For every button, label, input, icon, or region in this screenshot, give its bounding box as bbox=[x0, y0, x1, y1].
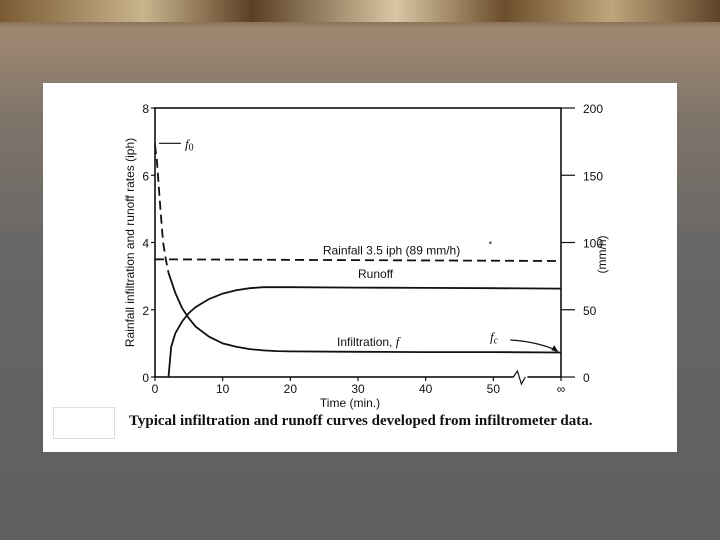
f0-label: f0 bbox=[185, 136, 194, 153]
caption-label-box bbox=[53, 407, 115, 439]
x-tick-label: ∞ bbox=[557, 382, 566, 396]
decorative-band-shadow bbox=[0, 22, 720, 28]
series-line-rainfall bbox=[154, 258, 562, 262]
y-left-tick-label: 2 bbox=[142, 304, 149, 318]
fc-leader-arrow bbox=[510, 339, 558, 352]
rainfall-footnote-mark: * bbox=[489, 240, 493, 250]
y-right-tick-label: 100 bbox=[583, 237, 603, 251]
y-left-axis-title: Rainfall infiltration and runoff rates (… bbox=[123, 138, 137, 347]
axis-break-zigzag bbox=[512, 369, 526, 386]
y-right-tick-label: 50 bbox=[583, 304, 597, 318]
series-line-runoff bbox=[167, 286, 562, 378]
y-right-axis-title: (mm/h) bbox=[595, 236, 609, 274]
y-right-tick-label: 0 bbox=[583, 371, 590, 385]
x-axis-title: Time (min.) bbox=[320, 396, 380, 410]
figure-card: 0 2 4 6 8 0 50 100 150 200 0 10 20 30 40 50 ∞ Time (min.)… bbox=[43, 83, 677, 452]
x-tick-label: 20 bbox=[284, 382, 298, 396]
infiltration-runoff-chart: 0 2 4 6 8 0 50 100 150 200 0 10 20 30 40 50 ∞ Time (min.)… bbox=[123, 102, 609, 410]
runoff-label: Runoff bbox=[358, 267, 394, 281]
fc-arrowhead bbox=[551, 345, 559, 353]
y-left-tick-label: 0 bbox=[142, 371, 149, 385]
y-right-tick-label: 150 bbox=[583, 169, 603, 183]
fc-label: fc bbox=[490, 330, 499, 347]
y-left-tick-label: 6 bbox=[142, 169, 149, 183]
y-left-tick-label: 4 bbox=[142, 237, 149, 251]
y-left-tick-label: 8 bbox=[142, 102, 149, 116]
rainfall-label: Rainfall 3.5 iph (89 mm/h) bbox=[323, 243, 460, 257]
decorative-top-band bbox=[0, 0, 720, 22]
y-right-tick-label: 200 bbox=[583, 102, 603, 116]
x-tick-label: 0 bbox=[152, 382, 159, 396]
x-tick-label: 10 bbox=[216, 382, 230, 396]
series-line-initial-infiltration bbox=[154, 144, 170, 273]
figure-caption: Typical infiltration and runoff curves d… bbox=[129, 413, 593, 429]
x-tick-label: 40 bbox=[419, 382, 433, 396]
x-tick-label: 50 bbox=[487, 382, 501, 396]
infiltration-label: Infiltration, f bbox=[337, 334, 402, 349]
x-tick-label: 30 bbox=[351, 382, 365, 396]
axis-break-mask bbox=[513, 374, 528, 380]
series-line-infiltration bbox=[167, 272, 562, 354]
